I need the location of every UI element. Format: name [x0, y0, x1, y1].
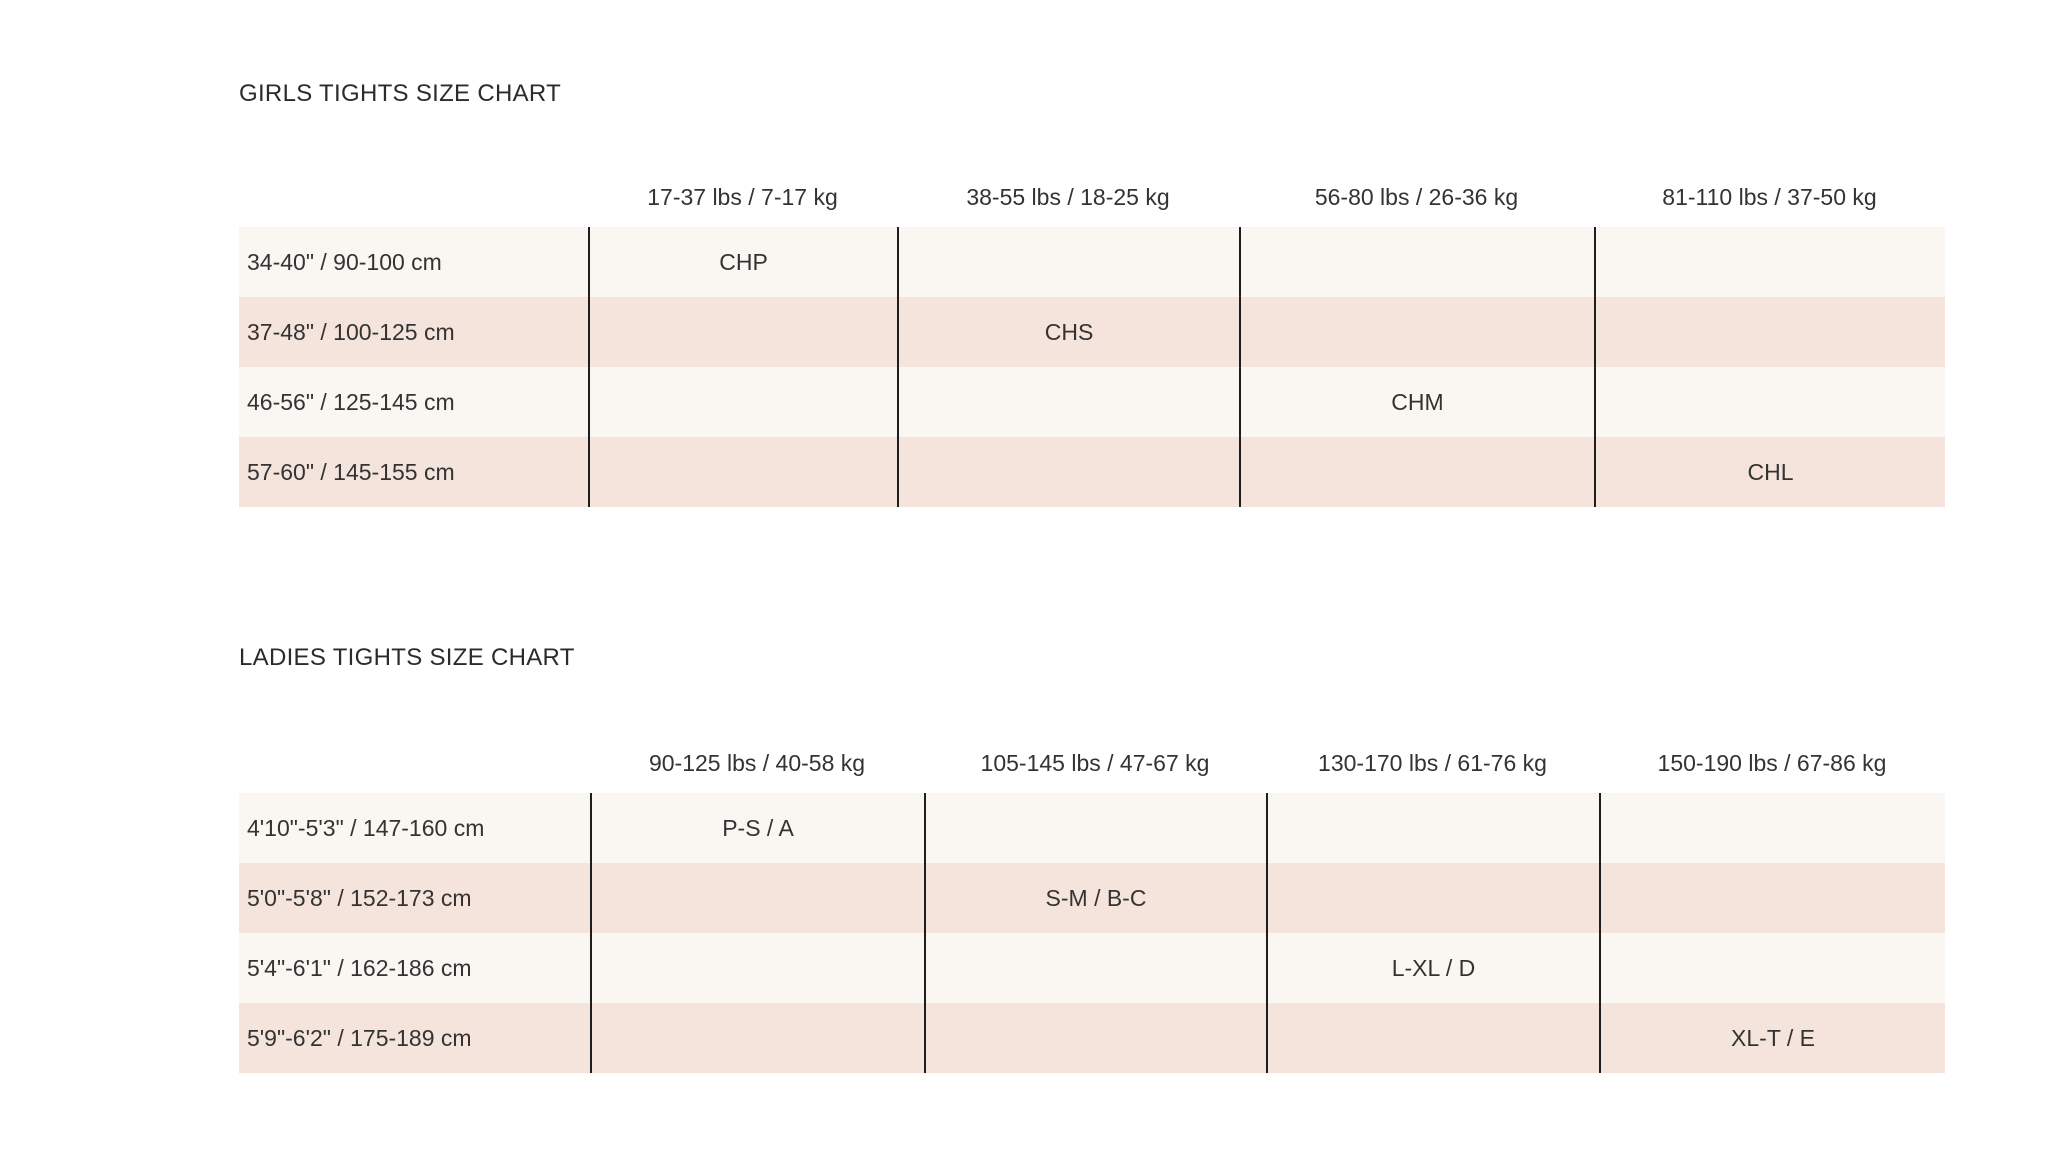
- table-row: 5'9"-6'2" / 175-189 cm XL-T / E: [239, 1003, 1945, 1073]
- row-label: 34-40" / 90-100 cm: [247, 248, 442, 275]
- size-cell: [1594, 367, 1945, 437]
- row-label: 37-48" / 100-125 cm: [247, 318, 455, 345]
- size-cell: [897, 367, 1239, 437]
- size-cell: [1239, 227, 1594, 297]
- size-cell: [924, 1003, 1266, 1073]
- girls-chart-title: GIRLS TIGHTS SIZE CHART: [239, 80, 562, 107]
- table-header: 90-125 lbs / 40-58 kg 105-145 lbs / 47-67…: [239, 733, 1945, 793]
- size-cell: [1266, 793, 1599, 863]
- size-cell: XL-T / E: [1599, 1003, 1945, 1073]
- row-label: 5'0"-5'8" / 152-173 cm: [247, 884, 472, 911]
- column-header: 150-190 lbs / 67-86 kg: [1657, 749, 1887, 776]
- size-cell: [1239, 297, 1594, 367]
- column-header: 105-145 lbs / 47-67 kg: [980, 749, 1210, 776]
- size-cell: [590, 1003, 924, 1073]
- table-body: 4'10"-5'3" / 147-160 cm P-S / A 5'0"-5'8" …: [239, 793, 1945, 1073]
- size-cell: [588, 297, 897, 367]
- row-label: 4'10"-5'3" / 147-160 cm: [247, 814, 485, 841]
- size-cell: [897, 227, 1239, 297]
- size-cell: [590, 863, 924, 933]
- size-cell: CHL: [1594, 437, 1945, 507]
- column-header: 17-37 lbs / 7-17 kg: [647, 183, 838, 210]
- size-cell: [897, 437, 1239, 507]
- column-header: 56-80 lbs / 26-36 kg: [1314, 183, 1519, 210]
- table-row: 5'4"-6'1" / 162-186 cm L-XL / D: [239, 933, 1945, 1003]
- size-cell: [1239, 437, 1594, 507]
- table-header: 17-37 lbs / 7-17 kg 38-55 lbs / 18-25 kg 5…: [239, 167, 1945, 227]
- column-header: 130-170 lbs / 61-76 kg: [1318, 749, 1547, 776]
- size-cell: CHM: [1239, 367, 1594, 437]
- size-cell: [924, 793, 1266, 863]
- size-cell: [590, 933, 924, 1003]
- size-cell: [588, 367, 897, 437]
- size-cell: [1266, 1003, 1599, 1073]
- size-cell: [924, 933, 1266, 1003]
- size-cell: [1599, 933, 1945, 1003]
- ladies-chart-title: LADIES TIGHTS SIZE CHART: [239, 644, 575, 671]
- size-cell: [1594, 297, 1945, 367]
- row-label: 46-56" / 125-145 cm: [247, 388, 455, 415]
- column-header: 38-55 lbs / 18-25 kg: [966, 183, 1170, 210]
- table-row: 4'10"-5'3" / 147-160 cm P-S / A: [239, 793, 1945, 863]
- column-header: 90-125 lbs / 40-58 kg: [648, 749, 866, 776]
- size-cell: [1594, 227, 1945, 297]
- size-cell: [1266, 863, 1599, 933]
- column-header: 81-110 lbs / 37-50 kg: [1662, 183, 1877, 210]
- table-row: 37-48" / 100-125 cm CHS: [239, 297, 1945, 367]
- size-cell: [588, 437, 897, 507]
- size-cell: CHP: [588, 227, 897, 297]
- girls-size-table: 17-37 lbs / 7-17 kg 38-55 lbs / 18-25 kg 5…: [239, 167, 1945, 507]
- size-cell: [1599, 793, 1945, 863]
- size-cell: L-XL / D: [1266, 933, 1599, 1003]
- table-body: 34-40" / 90-100 cm CHP 37-48" / 100-125 cm…: [239, 227, 1945, 507]
- table-row: 57-60" / 145-155 cm CHL: [239, 437, 1945, 507]
- row-label: 5'4"-6'1" / 162-186 cm: [247, 954, 472, 981]
- size-cell: S-M / B-C: [924, 863, 1266, 933]
- size-cell: CHS: [897, 297, 1239, 367]
- table-row: 46-56" / 125-145 cm CHM: [239, 367, 1945, 437]
- ladies-size-table: 90-125 lbs / 40-58 kg 105-145 lbs / 47-67…: [239, 733, 1945, 1073]
- table-row: 5'0"-5'8" / 152-173 cm S-M / B-C: [239, 863, 1945, 933]
- row-label: 57-60" / 145-155 cm: [247, 458, 455, 485]
- table-row: 34-40" / 90-100 cm CHP: [239, 227, 1945, 297]
- size-cell: P-S / A: [590, 793, 924, 863]
- size-cell: [1599, 863, 1945, 933]
- row-label: 5'9"-6'2" / 175-189 cm: [247, 1024, 472, 1051]
